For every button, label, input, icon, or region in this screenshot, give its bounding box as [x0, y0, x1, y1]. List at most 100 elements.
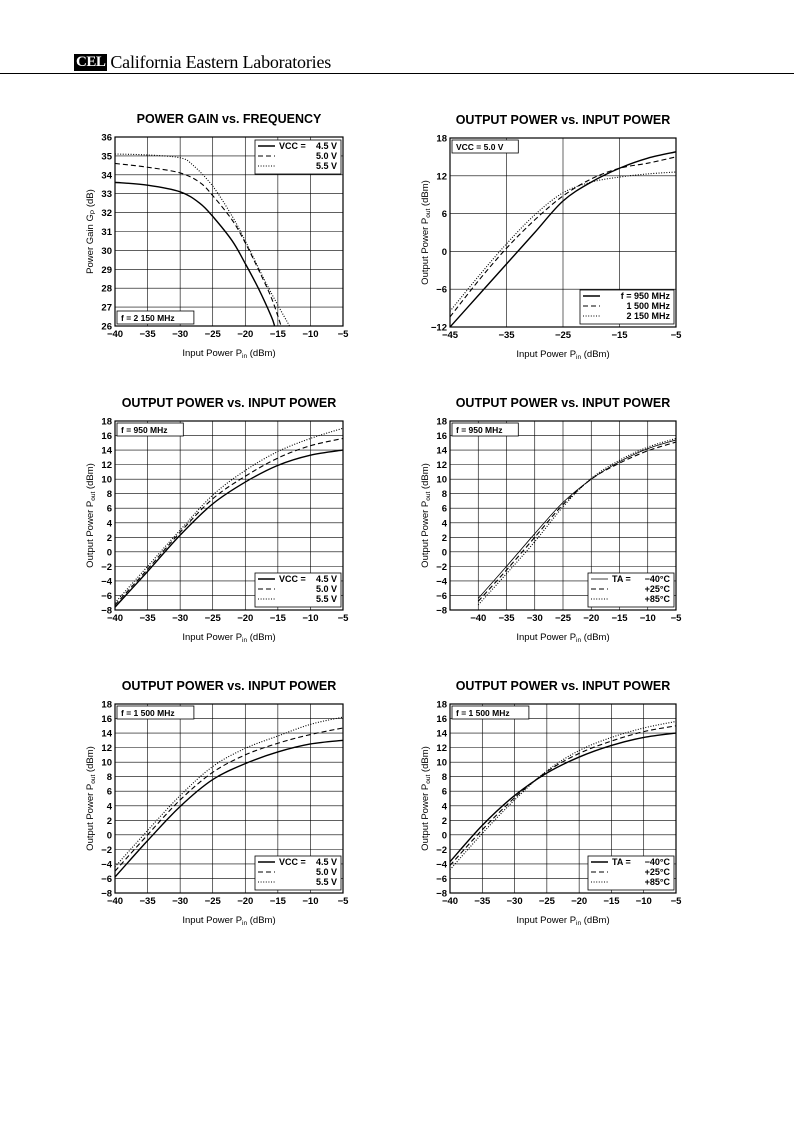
y-axis-label: Output Power Pout (dBm)	[420, 463, 432, 568]
header-rule	[0, 73, 794, 74]
series-line-1	[477, 439, 676, 599]
y-tick-label: 12	[436, 460, 447, 471]
legend-label: +25°C	[645, 584, 671, 594]
series-line-1	[115, 449, 343, 608]
x-tick-label: −20	[583, 613, 599, 624]
series-line-2	[115, 162, 282, 326]
y-tick-label: 27	[101, 303, 112, 314]
plot-frame	[449, 137, 677, 328]
x-tick-label: −40	[470, 613, 486, 624]
y-tick-label: 29	[101, 265, 112, 276]
y-tick-label: 32	[101, 208, 112, 219]
y-tick-label: 6	[107, 504, 112, 515]
company-logo: CEL	[74, 53, 108, 71]
x-tick-label: −25	[555, 613, 572, 624]
y-tick-label: −6	[101, 874, 112, 885]
legend-label: +25°C	[645, 867, 671, 877]
x-tick-label: −20	[571, 896, 587, 907]
y-tick-label: 10	[101, 475, 112, 486]
x-axis-label: Input Power Pin (dBm)	[516, 349, 609, 361]
x-tick-label: −35	[140, 329, 157, 340]
y-tick-label: 28	[101, 284, 112, 295]
x-tick-label: −15	[611, 613, 628, 624]
y-tick-label: 6	[442, 209, 447, 220]
y-tick-label: 18	[436, 700, 447, 711]
y-tick-label: −2	[436, 562, 447, 573]
y-tick-label: 18	[101, 417, 112, 428]
legend-label: 5.0 V	[316, 584, 337, 594]
y-tick-label: 2	[107, 816, 112, 827]
legend-label: 4.5 V	[316, 857, 337, 867]
x-tick-label: −30	[172, 613, 188, 624]
y-tick-label: 8	[442, 489, 447, 500]
series-line-1	[115, 181, 276, 326]
series-line-3	[115, 716, 343, 868]
y-tick-label: 12	[101, 460, 112, 471]
legend-box	[587, 572, 675, 608]
x-tick-label: −25	[205, 613, 222, 624]
x-tick-label: −5	[671, 896, 683, 907]
chart-4: OUTPUT POWER vs. INPUT POWER−40 −35 −30 −25…	[420, 396, 682, 644]
legend-label: −40°C	[645, 574, 671, 584]
y-axis-label: Output Power Pout (dBm)	[420, 180, 432, 285]
annotation-box	[116, 705, 195, 720]
x-tick-label: −25	[205, 329, 222, 340]
x-tick-label: −35	[474, 896, 491, 907]
series-line-2	[450, 156, 676, 318]
chart-1: POWER GAIN vs. FREQUENCY −40 −35 −30 −25 −20 −…	[85, 112, 349, 360]
y-tick-label: 12	[436, 743, 447, 754]
legend-label: 5.5 V	[316, 877, 337, 887]
x-tick-label: −15	[611, 330, 628, 341]
x-tick-label: −10	[302, 329, 318, 340]
x-axis-label: Input Power Pin (dBm)	[516, 915, 609, 927]
legend: VCC = 4.5 V5.0 V5.5 V	[254, 855, 342, 891]
y-tick-label: 31	[101, 227, 112, 238]
annotation-label: f = 2 150 MHz	[121, 313, 175, 323]
x-tick-label: −5	[338, 896, 350, 907]
y-axis-label: Output Power Pout (dBm)	[420, 746, 432, 851]
y-tick-label: −12	[431, 323, 447, 334]
y-tick-label: 16	[436, 714, 447, 725]
y-tick-label: 6	[107, 787, 112, 798]
y-tick-label: −6	[436, 874, 447, 885]
y-tick-label: −8	[436, 606, 447, 617]
annotation-label: f = 1 500 MHz	[456, 708, 510, 718]
y-tick-label: 36	[101, 133, 112, 144]
x-tick-label: −5	[338, 329, 350, 340]
annotation-box	[116, 310, 195, 325]
chart-title: OUTPUT POWER vs. INPUT POWER	[122, 679, 337, 693]
legend-label: 5.5 V	[316, 594, 337, 604]
x-tick-label: −30	[507, 896, 523, 907]
y-tick-label: 6	[442, 787, 447, 798]
legend-label: +85°C	[645, 877, 671, 887]
x-axis-label: Input Power Pin (dBm)	[516, 632, 609, 644]
y-tick-label: 26	[101, 322, 112, 333]
legend: VCC = 4.5 V5.0 V5.5 V	[254, 572, 342, 608]
y-tick-label: 0	[442, 547, 447, 558]
y-tick-label: 33	[101, 189, 112, 200]
x-tick-label: −10	[302, 613, 318, 624]
x-tick-label: −40	[107, 613, 123, 624]
series-line-3	[115, 153, 291, 326]
series-line-3	[115, 427, 343, 604]
x-tick-label: −20	[237, 896, 253, 907]
plot-frame	[114, 703, 344, 894]
legend-title: VCC =	[279, 857, 306, 867]
series-line-1	[450, 732, 676, 863]
x-tick-label: −15	[270, 896, 287, 907]
x-tick-label: −10	[640, 613, 656, 624]
annotation-box	[451, 139, 519, 154]
chart-title: OUTPUT POWER vs. INPUT POWER	[122, 396, 337, 410]
y-tick-label: 8	[107, 772, 112, 783]
legend-title: VCC =	[279, 141, 306, 151]
annotation-label: VCC = 5.0 V	[456, 142, 504, 152]
y-tick-label: −4	[101, 576, 113, 587]
y-tick-label: 10	[101, 758, 112, 769]
x-tick-label: −35	[498, 613, 515, 624]
x-axis-label: Input Power Pin (dBm)	[182, 348, 275, 360]
series-line-3	[450, 171, 676, 312]
y-tick-label: −6	[436, 591, 447, 602]
y-tick-label: 16	[436, 431, 447, 442]
